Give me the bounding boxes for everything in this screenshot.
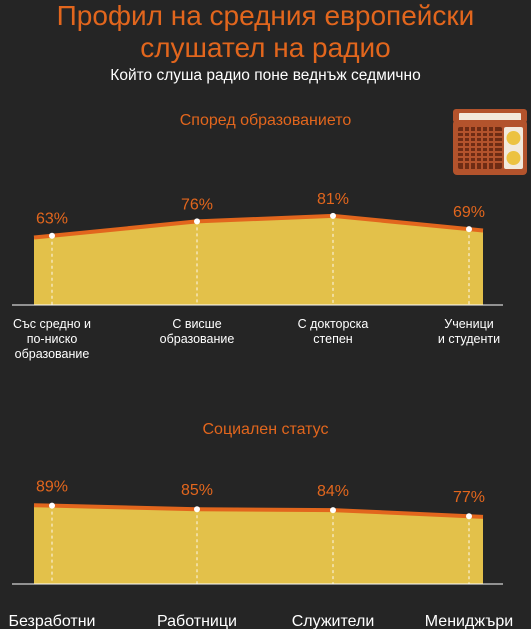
data-point [49,232,55,239]
data-point [330,212,336,219]
chart-1-title: Според образованието [179,112,352,129]
data-point [194,218,200,225]
category-label: Служители [292,613,375,629]
data-label: 84% [317,483,349,500]
category-label: Мениджъри [425,613,513,629]
page-title-line-2: слушател на радио [140,32,391,63]
data-label: 77% [453,489,485,506]
category-label: Със средно и по-ниско образование [13,317,91,361]
social-status-area-chart: 89% 85% 84% 77% Безработни Работници Служители… [9,479,514,629]
category-label: Работници [157,613,237,629]
education-area-chart: 63% 76% 81% 69% Със средно и по-ниско образова… [12,191,503,361]
data-label: 76% [181,196,213,213]
data-point [330,507,336,514]
category-label: С висше образование [160,317,235,346]
area-fill [34,505,483,584]
data-point [466,226,472,233]
data-label: 63% [36,211,68,228]
page-subtitle: Който слуша радио поне веднъж седмично [110,67,421,84]
data-point [466,513,472,520]
category-label: Безработни [9,613,96,629]
data-label: 85% [181,482,213,499]
data-point [194,506,200,513]
chart-2-title: Социален статус [202,421,329,438]
data-label: 69% [453,204,485,221]
page-title-line-1: Профил на средния европейски [56,0,475,31]
data-label: 81% [317,191,349,208]
data-label: 89% [36,479,68,496]
category-label: Ученици и студенти [438,317,500,346]
data-point [49,502,55,509]
category-label: С докторска степен [298,317,369,346]
radio-icon [453,109,527,175]
area-fill [34,215,483,305]
